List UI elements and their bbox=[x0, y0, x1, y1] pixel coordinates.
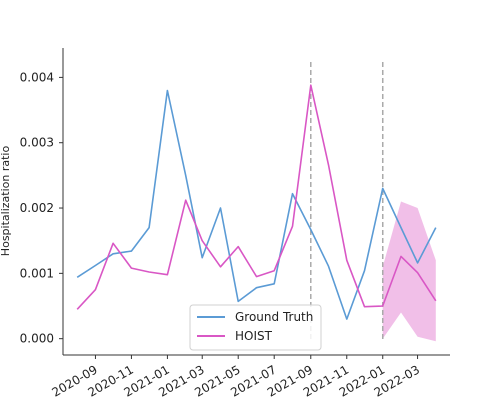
legend-label-ground-truth: Ground Truth bbox=[235, 310, 313, 324]
x-ticks: 2020-092020-112021-012021-032021-052021-… bbox=[49, 355, 422, 400]
y-axis-label: Hospitalization ratio bbox=[0, 146, 12, 257]
y-tick-label: 0.004 bbox=[20, 70, 54, 84]
split-lines-layer bbox=[310, 62, 384, 341]
hoist-confidence-band bbox=[382, 201, 436, 342]
legend-label-hoist: HOIST bbox=[235, 329, 273, 343]
legend: Ground Truth HOIST bbox=[189, 304, 322, 351]
ground-truth-line bbox=[76, 89, 437, 320]
y-ticks: 0.000 0.001 0.002 0.003 0.004 bbox=[20, 70, 63, 346]
y-tick-label: 0.000 bbox=[20, 332, 54, 346]
hoist-line bbox=[76, 84, 437, 310]
confidence-band-layer bbox=[382, 201, 436, 342]
y-tick-label: 0.001 bbox=[20, 266, 54, 280]
series-layer bbox=[76, 84, 437, 320]
y-tick-label: 0.002 bbox=[20, 201, 54, 215]
y-tick-label: 0.003 bbox=[20, 136, 54, 150]
